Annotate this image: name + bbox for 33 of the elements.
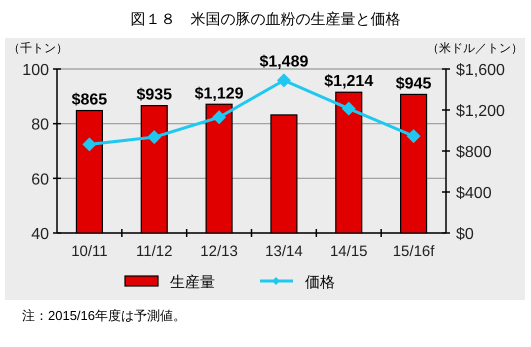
data-label: $1,489 [259,53,308,70]
text: 注：2015/16年度は予測値。 [22,308,186,323]
point [212,110,226,124]
y2-tick-label: $800 [456,144,492,161]
data-label: $865 [72,92,108,109]
data-label: $1,129 [194,85,244,102]
point [276,73,291,88]
point [147,130,162,144]
data-label: $945 [396,75,432,92]
y-tick-label: 40 [31,226,50,243]
data-label: $935 [136,86,172,104]
x-tick-label: 13/14 [265,243,303,260]
data-label: $1,214 [324,73,374,90]
legend-label: 生産量 [170,274,215,291]
chart-title: 図１８ 米国の豚の血粉の生産量と価格 [130,11,400,28]
legend-label: 価格 [305,274,335,291]
point [406,129,421,144]
point [82,137,96,152]
x-tick-label: 11/12 [136,243,172,260]
x-tick-label: 12/13 [200,243,238,260]
y2-tick-label: $1,200 [456,103,506,120]
y2-tick-label: $400 [456,185,492,202]
y2-axis-title: （米ドル／トン） [427,41,523,55]
y-tick-label: 100 [22,62,50,79]
y2-tick-label: $0 [456,226,474,243]
y-axis-title: （千トン） [8,41,68,55]
y2-tick-label: $1,600 [456,62,506,79]
point [342,102,356,116]
x-tick-label: 14/15 [330,243,368,260]
y-tick-label: 60 [31,171,50,188]
x-tick-label: 15/16f [392,243,436,260]
x-tick-label: 10/11 [71,243,108,260]
y-tick-label: 80 [31,116,50,134]
